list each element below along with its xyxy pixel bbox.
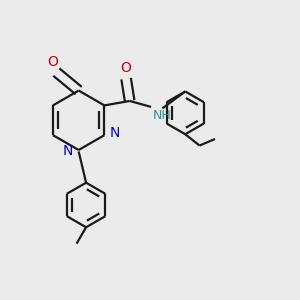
Text: O: O [121,61,131,75]
Text: NH: NH [153,109,171,122]
Text: N: N [62,145,73,158]
Text: O: O [47,55,58,69]
Text: N: N [110,126,120,140]
